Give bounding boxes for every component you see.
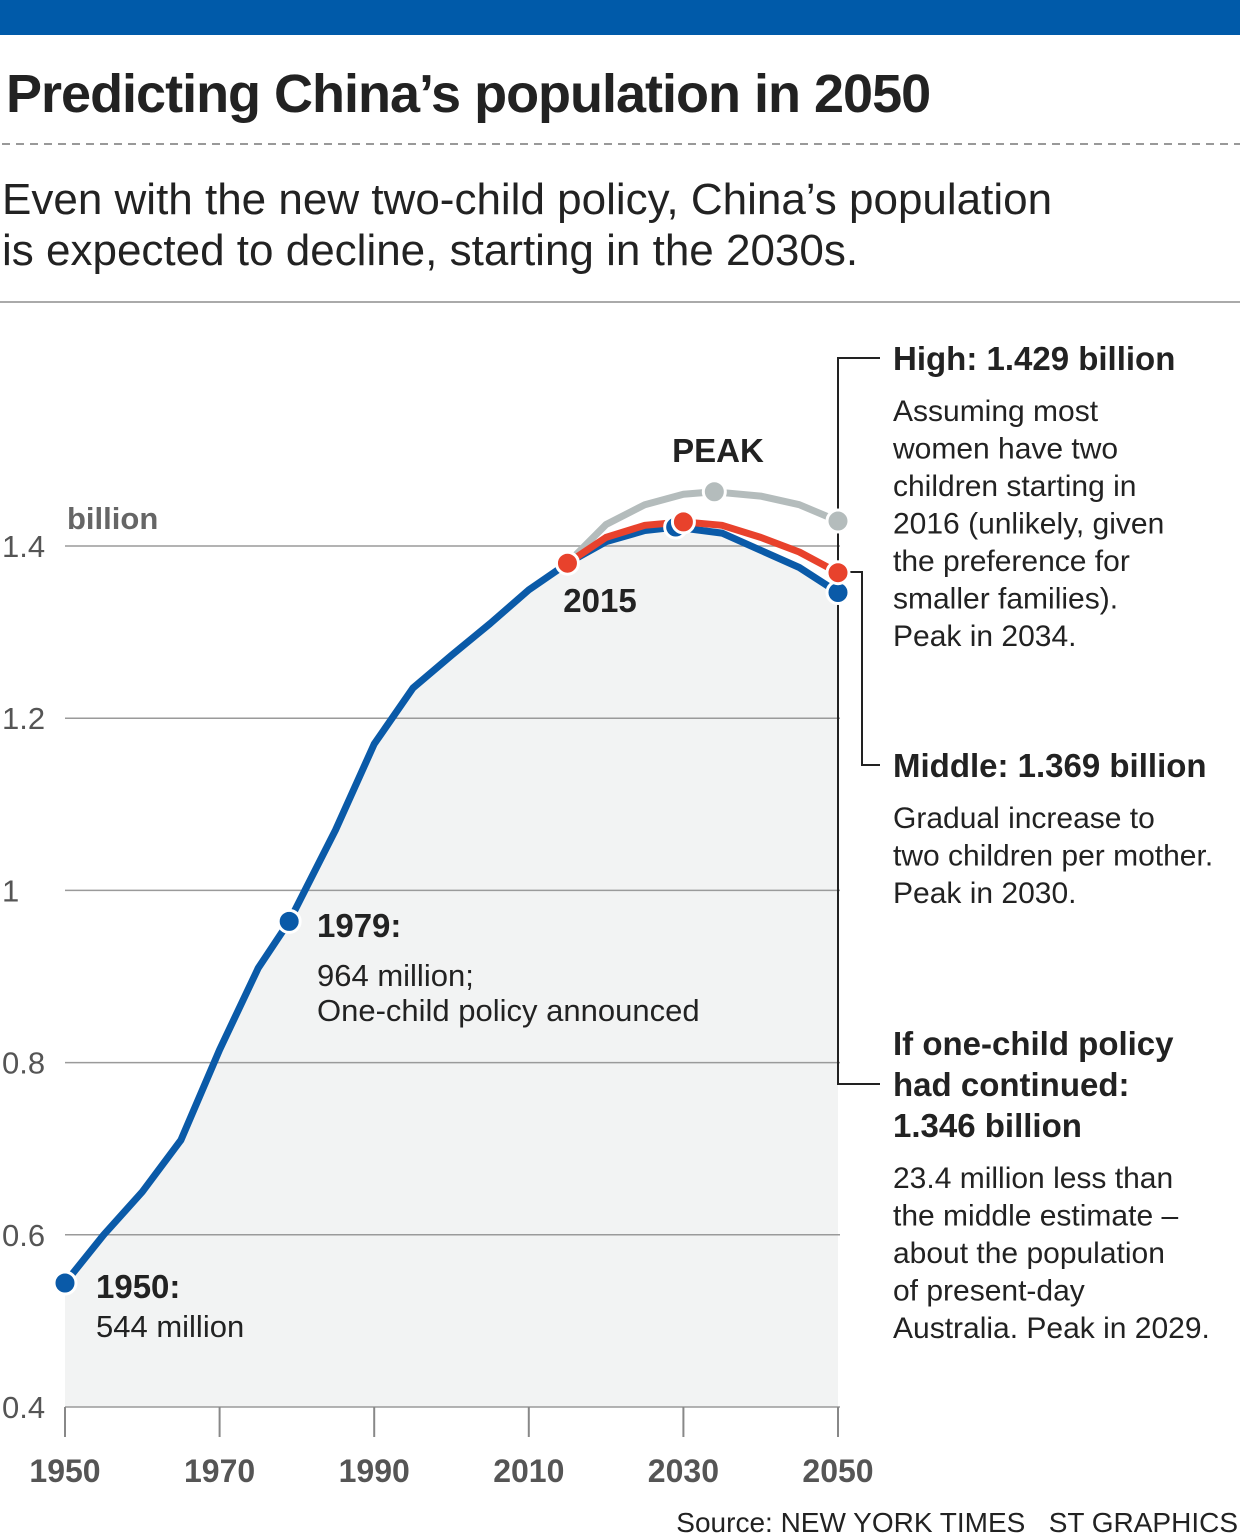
x-tick-label: 2010 [493,1453,564,1489]
annotation-text: about the population [893,1237,1165,1270]
y-tick-label: 1 [2,873,19,908]
annotation-text: Gradual increase to [893,802,1155,835]
annotation-title: High: 1.429 billion [893,340,1175,377]
source: Source: NEW YORK TIMES ST GRAPHICS [676,1507,1238,1535]
marker [276,908,302,934]
annotation-title: had continued: [893,1066,1129,1103]
point-label-title: 2015 [563,582,636,619]
y-tick-label: 1.2 [2,701,45,736]
marker [670,509,696,535]
point-label: 544 million [96,1309,244,1344]
series-line [61,523,842,1287]
y-tick-label: 0.8 [2,1046,45,1081]
series-group [52,479,851,1296]
annotation-title: 1.346 billion [893,1107,1082,1144]
subtitle: is expected to decline, starting in the … [2,226,858,275]
point-label: One-child policy announced [317,993,700,1028]
y-tick-label: 0.6 [2,1218,45,1253]
annotation-text: women have two [892,433,1118,466]
annotation-text: Peak in 2034. [893,620,1076,653]
point-label-title: 1950: [96,1268,180,1305]
y-tick-label: 0.4 [2,1390,45,1425]
connector [837,357,880,1085]
annotation-text: children starting in [893,470,1136,503]
annotation-text: Australia. Peak in 2029. [893,1312,1210,1345]
marker [52,1270,78,1296]
marker [701,479,727,505]
top-bar [0,0,1240,35]
y-unit: billion [67,501,158,536]
point-label-title: PEAK [672,432,764,469]
annotation-text: 23.4 million less than [893,1162,1173,1195]
series-line [564,488,842,567]
annotation-title: Middle: 1.369 billion [893,747,1207,784]
marker [825,560,851,586]
x-tick-label: 2030 [648,1453,719,1489]
annotation-text: Peak in 2030. [893,877,1076,910]
y-tick-label: 1.4 [2,529,45,564]
x-tick-label: 1970 [184,1453,255,1489]
x-tick-label: 1990 [339,1453,410,1489]
marker [554,550,580,576]
point-label: 964 million; [317,958,474,993]
x-tick-label: 1950 [29,1453,100,1489]
area [65,527,838,1407]
annotation-text: the preference for [893,545,1130,578]
annotation-text: smaller families). [893,583,1118,616]
subtitle: Even with the new two-child policy, Chin… [2,175,1052,224]
series-line [564,518,842,577]
annotation-text: 2016 (unlikely, given [893,508,1164,541]
marker [825,508,851,534]
annotation-text: of present-day [893,1275,1085,1308]
chart-title: Predicting China’s population in 2050 [6,64,930,124]
annotation-text: two children per mother. [893,840,1213,873]
x-tick-label: 2050 [802,1453,873,1489]
annotation-title: If one-child policy [893,1025,1174,1062]
connectors [837,357,880,1085]
annotation-text: the middle estimate – [893,1200,1178,1233]
connector [850,571,880,766]
point-label-title: 1979: [317,907,401,944]
grid [65,545,840,1408]
annotation-text: Assuming most [893,395,1099,428]
